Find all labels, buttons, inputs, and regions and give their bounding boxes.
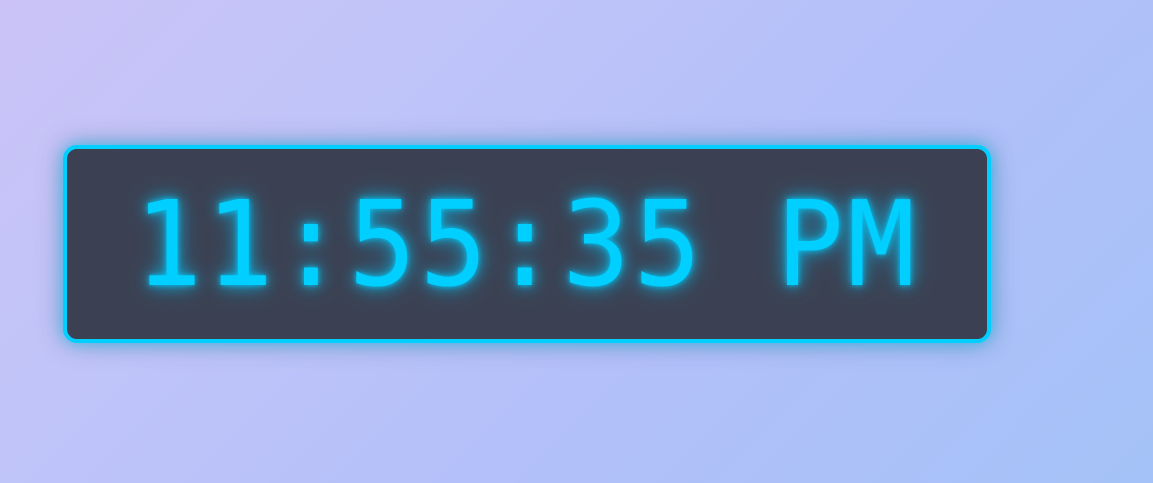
digital-clock-panel: 11:55:35 PM [63, 145, 991, 343]
clock-time-display: 11:55:35 PM [134, 175, 920, 313]
